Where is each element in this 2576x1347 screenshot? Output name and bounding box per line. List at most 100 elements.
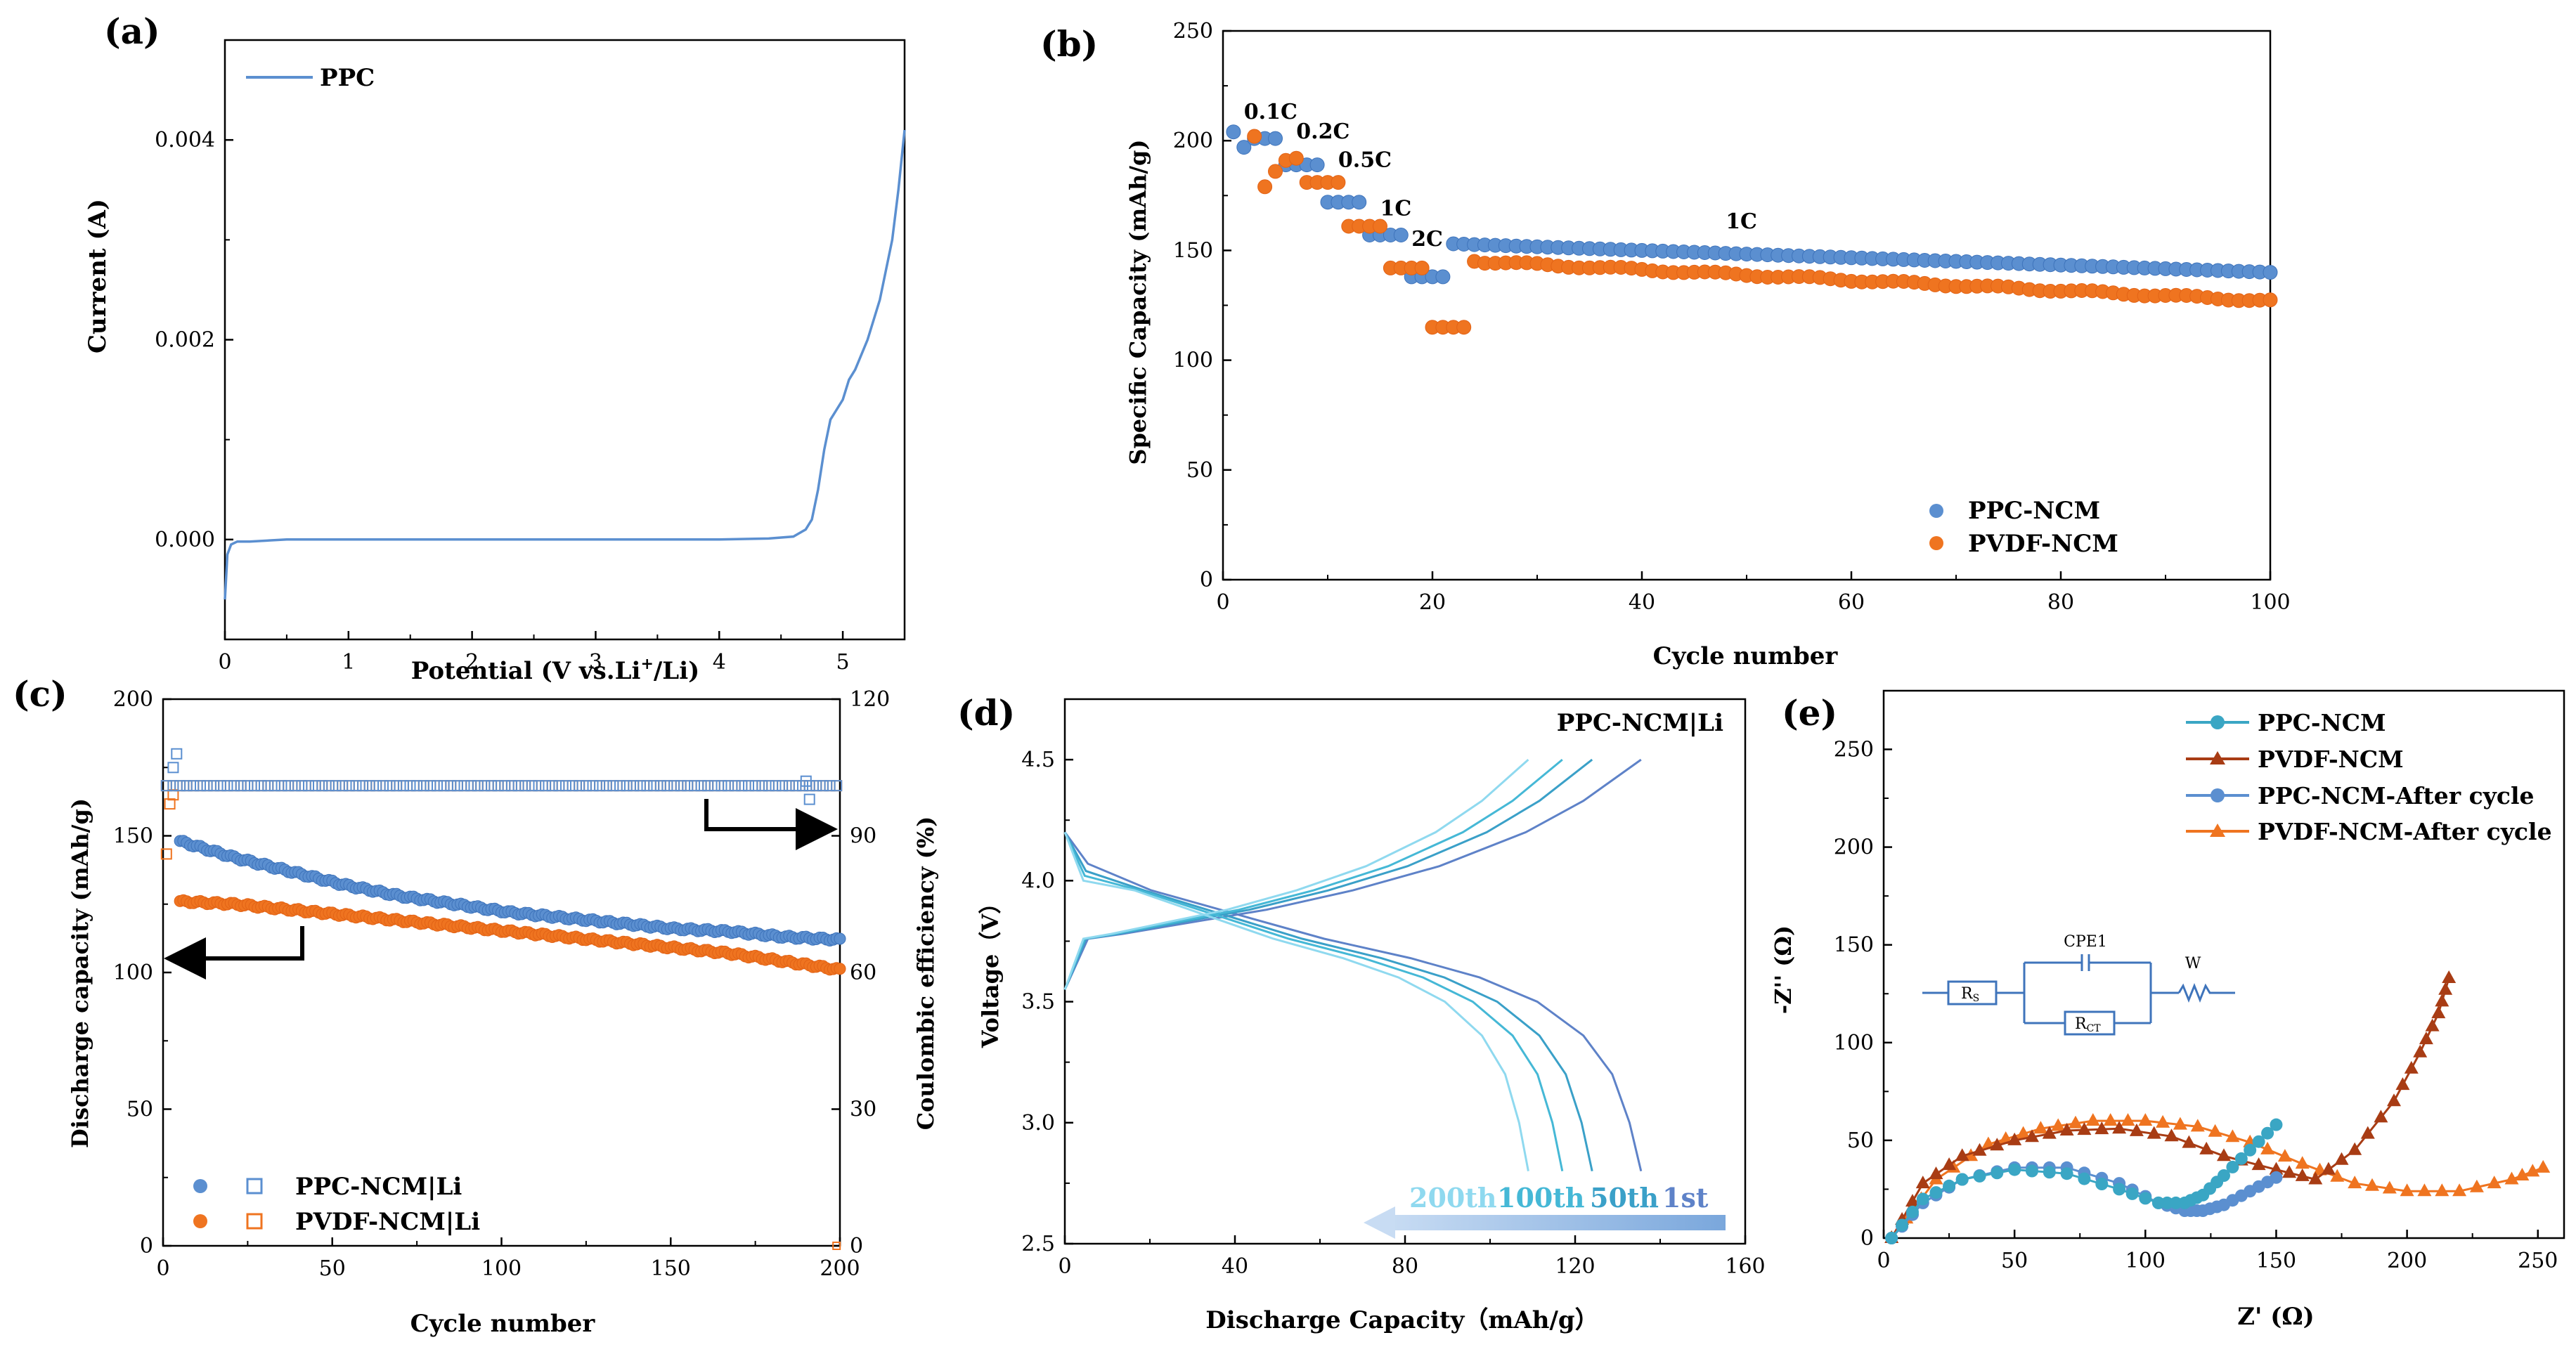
eis-point [2182,1135,2196,1148]
eis-point [1943,1179,1956,1192]
capacity-point [834,963,846,975]
point-pvdf [1257,179,1273,195]
ce-point [350,780,362,792]
x-tick-label: 150 [651,1256,691,1281]
eis-point [1981,1136,1995,1150]
eis-point [2308,1171,2323,1185]
panel-b-legend-marker-pvdf [1929,536,1943,550]
x-tick-label: 200 [820,1256,860,1281]
ce-point [283,780,295,792]
panel-a-xlabel: Potential (V vs.Li+/Li) [411,655,699,685]
y-tick-label: 50 [1847,1128,1874,1153]
eis-point [2060,1167,2073,1180]
ce-point [249,780,260,792]
eis-point [2139,1192,2152,1205]
ce-point [756,780,768,792]
ce-point [682,780,694,792]
panel-c-right-arrow [704,799,838,850]
ce-point [438,780,450,792]
ce-point [316,780,328,792]
y-tick-label: 200 [113,687,153,712]
ce-point [675,780,687,792]
circuit-rs-sub: S [1973,993,1980,1004]
x-tick-label: 0 [218,650,231,675]
ce-point [391,780,403,792]
circuit-w-label: W [2185,955,2201,972]
point-pvdf [1414,260,1430,275]
y-tick-label: 3.5 [1021,990,1055,1015]
ce-point [411,780,423,792]
ce-point [689,780,700,792]
plot-frame [224,39,906,641]
eis-point [2438,982,2453,995]
eis-point [2103,1113,2118,1126]
ce-point [499,780,511,792]
ce-point [458,780,470,792]
ce-point [411,780,423,792]
eis-point [2026,1164,2038,1178]
point-pvdf [2263,292,2278,308]
x-tick-label: 40 [1222,1254,1248,1279]
panel-a-plot [224,129,906,600]
point-ppc [1393,228,1409,242]
point-ppc [1268,131,1283,146]
ce-outlier [800,775,812,787]
eis-point [2121,1113,2135,1126]
panel-d: (d) 0 40 80 120 160 2.5 3.0 3.5 4.0 4.5 PPC-NCM|L… [957,692,1766,1334]
eis-point [2330,1169,2345,1182]
ce-point [262,780,274,792]
panel-b: (b) 0 20 40 60 80 100 0 50 100 150 200 250 0.1C0.2C… [1040,19,2291,670]
x-tick-label: 60 [1838,590,1865,615]
ce-point [587,780,599,792]
eis-point [2295,1168,2310,1181]
x-tick-label: 200 [2387,1249,2427,1273]
ce-point [695,780,707,792]
ce-point [723,780,734,792]
ce-point [255,780,267,792]
eis-point [2069,1115,2083,1128]
ce-point [418,780,429,792]
ce-point [682,780,694,792]
ce-point [519,780,531,792]
x-tick-label: 0 [156,1256,169,1281]
y-right-tick-label: 120 [850,687,890,712]
y-right-tick-label: 90 [850,824,876,849]
panel-e-xlabel: Z' (Ω) [2237,1303,2315,1331]
ce-point [614,780,626,792]
ce-point [451,780,463,792]
panel-c-legend-marker-ppc-ce [246,1178,263,1195]
y-tick-label: 0.004 [155,128,215,152]
ce-point [607,780,619,792]
ce-outlier [171,748,183,760]
eis-point [2487,1176,2501,1189]
panel-c-legend-marker-ppc-cap [193,1179,207,1193]
ce-point [729,780,741,792]
circuit-rct-letter: R [2075,1015,2088,1033]
y-tick-label: 150 [1834,933,1874,958]
panel-e-equivalent-circuit [1922,954,2235,1036]
eis-point [2225,1129,2240,1143]
y-tick-label: 0 [140,1234,153,1258]
eis-point [2504,1171,2519,1185]
ce-point [262,780,274,792]
ce-point [296,780,308,792]
eis-point [1929,1186,1943,1199]
ce-point [201,780,213,792]
point-ppc [1226,124,1241,140]
ce-point [242,780,254,792]
ce-point [743,780,754,792]
ce-point [289,780,301,792]
eis-point [1929,1166,1943,1180]
eis-point [2400,1183,2414,1197]
ce-point [499,780,511,792]
y-right-tick-label: 30 [850,1098,876,1122]
x-tick-label: 5 [836,650,850,675]
panel-e-legend-marker-ppc-after [2211,788,2225,802]
eis-point [2016,1126,2031,1139]
eis-point [1942,1157,1957,1171]
ce-point [283,780,295,792]
y-tick-label: 100 [1834,1031,1874,1055]
ce-point [567,780,578,792]
panel-c-ylabel: Discharge capacity (mAh/g) [67,798,93,1148]
ce-point [512,780,524,792]
